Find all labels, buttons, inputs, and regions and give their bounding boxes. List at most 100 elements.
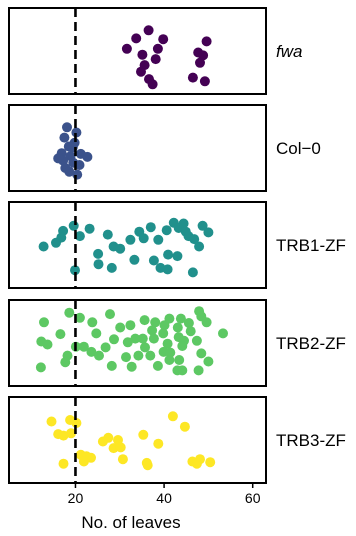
- data-point: [185, 326, 196, 337]
- data-point: [177, 341, 188, 351]
- data-point: [165, 347, 176, 358]
- data-point: [71, 418, 82, 428]
- data-point: [205, 457, 216, 468]
- data-point: [203, 227, 214, 238]
- data-point: [74, 160, 85, 170]
- data-point: [59, 132, 70, 143]
- data-point: [105, 309, 115, 320]
- data-point: [158, 34, 169, 45]
- facet-label: TRB1-ZF: [276, 236, 346, 255]
- data-point: [187, 267, 198, 278]
- data-point: [115, 322, 126, 333]
- data-point: [147, 79, 158, 90]
- facet-label: TRB2-ZF: [276, 334, 346, 353]
- data-point: [39, 317, 49, 328]
- facet-label: Col−0: [276, 139, 321, 158]
- data-point: [62, 122, 72, 133]
- x-tick-label: 40: [156, 490, 172, 506]
- data-point: [189, 234, 200, 245]
- data-point: [51, 237, 61, 248]
- data-point: [38, 241, 49, 252]
- data-point: [71, 127, 82, 138]
- data-point: [191, 335, 202, 346]
- panel-border: [8, 299, 267, 387]
- data-point: [129, 254, 140, 265]
- data-point: [191, 458, 202, 469]
- data-point: [58, 458, 69, 469]
- data-point: [78, 341, 89, 352]
- data-point: [203, 356, 214, 367]
- facet-label: TRB3-ZF: [276, 431, 346, 450]
- data-point: [138, 429, 149, 440]
- data-point: [109, 334, 119, 345]
- data-point: [137, 333, 148, 344]
- x-tick-label: 20: [68, 490, 84, 506]
- data-point: [102, 229, 113, 240]
- data-point: [172, 251, 183, 262]
- panel-border: [8, 104, 267, 192]
- data-point: [87, 317, 98, 328]
- data-point: [143, 25, 154, 36]
- data-point: [139, 315, 150, 326]
- data-point: [137, 49, 148, 60]
- data-point: [194, 241, 205, 252]
- x-axis: 20 40 60: [68, 483, 261, 506]
- data-point: [153, 438, 164, 449]
- data-point: [201, 36, 212, 47]
- data-point: [167, 411, 178, 422]
- data-point: [125, 234, 136, 245]
- data-point: [162, 338, 173, 349]
- data-point: [152, 43, 163, 54]
- data-point: [58, 430, 69, 441]
- data-point: [147, 325, 158, 336]
- data-point: [153, 234, 164, 245]
- data-point: [100, 342, 111, 353]
- data-point: [117, 454, 128, 465]
- data-point: [130, 333, 141, 344]
- data-point: [133, 350, 144, 361]
- data-point: [140, 342, 150, 353]
- data-point: [106, 262, 117, 273]
- data-point: [148, 255, 159, 266]
- data-point: [94, 350, 104, 361]
- data-point: [164, 355, 175, 365]
- data-point: [179, 421, 190, 432]
- data-point: [177, 365, 188, 376]
- data-point: [74, 231, 85, 242]
- facet-label: fwa: [276, 42, 302, 61]
- data-point: [82, 151, 93, 162]
- data-point: [159, 320, 170, 331]
- panel-border: [8, 396, 267, 484]
- data-point: [131, 33, 142, 44]
- data-point: [74, 312, 85, 323]
- data-point: [106, 360, 117, 371]
- data-point: [172, 322, 183, 333]
- data-point: [150, 54, 161, 65]
- x-tick-label: 60: [245, 490, 261, 506]
- data-point: [195, 57, 205, 68]
- data-point: [55, 329, 66, 340]
- data-point: [72, 169, 83, 180]
- data-point: [46, 416, 57, 427]
- data-point: [70, 265, 80, 276]
- data-point: [197, 220, 208, 231]
- data-point: [162, 264, 173, 275]
- data-point: [218, 328, 228, 339]
- data-point: [121, 352, 131, 363]
- data-point: [158, 328, 169, 339]
- data-point: [66, 428, 76, 439]
- data-point: [93, 259, 104, 270]
- data-point: [115, 442, 126, 453]
- data-point: [201, 317, 212, 328]
- data-point: [64, 307, 75, 318]
- facet-panel: Col−0: [8, 104, 321, 192]
- data-point: [78, 456, 89, 467]
- data-point: [91, 328, 102, 339]
- data-point: [53, 153, 64, 164]
- data-point: [141, 457, 152, 468]
- panel-border: [8, 201, 267, 289]
- data-point: [64, 166, 75, 177]
- facet-panel: TRB1-ZF: [8, 201, 346, 289]
- data-point: [161, 225, 172, 236]
- data-point: [115, 243, 126, 254]
